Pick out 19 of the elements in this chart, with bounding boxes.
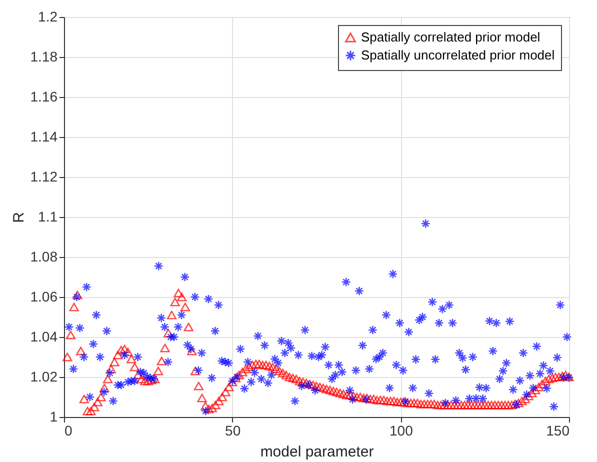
- y-tick-label: 1.02: [30, 368, 58, 384]
- y-tick-label: 1.12: [30, 168, 58, 184]
- y-tick-label: 1: [50, 408, 58, 424]
- y-tick-label: 1.1: [38, 208, 58, 224]
- y-tick-label: 1.06: [30, 288, 58, 304]
- y-tick-label: 1.2: [38, 8, 58, 24]
- y-tick-label: 1.18: [30, 48, 58, 64]
- x-axis-title: model parameter: [260, 444, 374, 460]
- x-tick-label: 150: [546, 422, 570, 438]
- y-tick-label: 1.14: [30, 128, 58, 144]
- y-tick-label: 1.04: [30, 328, 58, 344]
- x-tick-label: 0: [64, 422, 72, 438]
- y-axis-title: R: [10, 212, 28, 223]
- y-tick-label: 1.08: [30, 248, 58, 264]
- legend-label: Spatially uncorrelated prior model: [361, 48, 555, 62]
- x-tick-label: 50: [225, 422, 241, 438]
- x-tick-label: 100: [389, 422, 414, 438]
- y-tick-label: 1.16: [30, 88, 58, 104]
- legend-label: Spatially correlated prior model: [361, 30, 540, 44]
